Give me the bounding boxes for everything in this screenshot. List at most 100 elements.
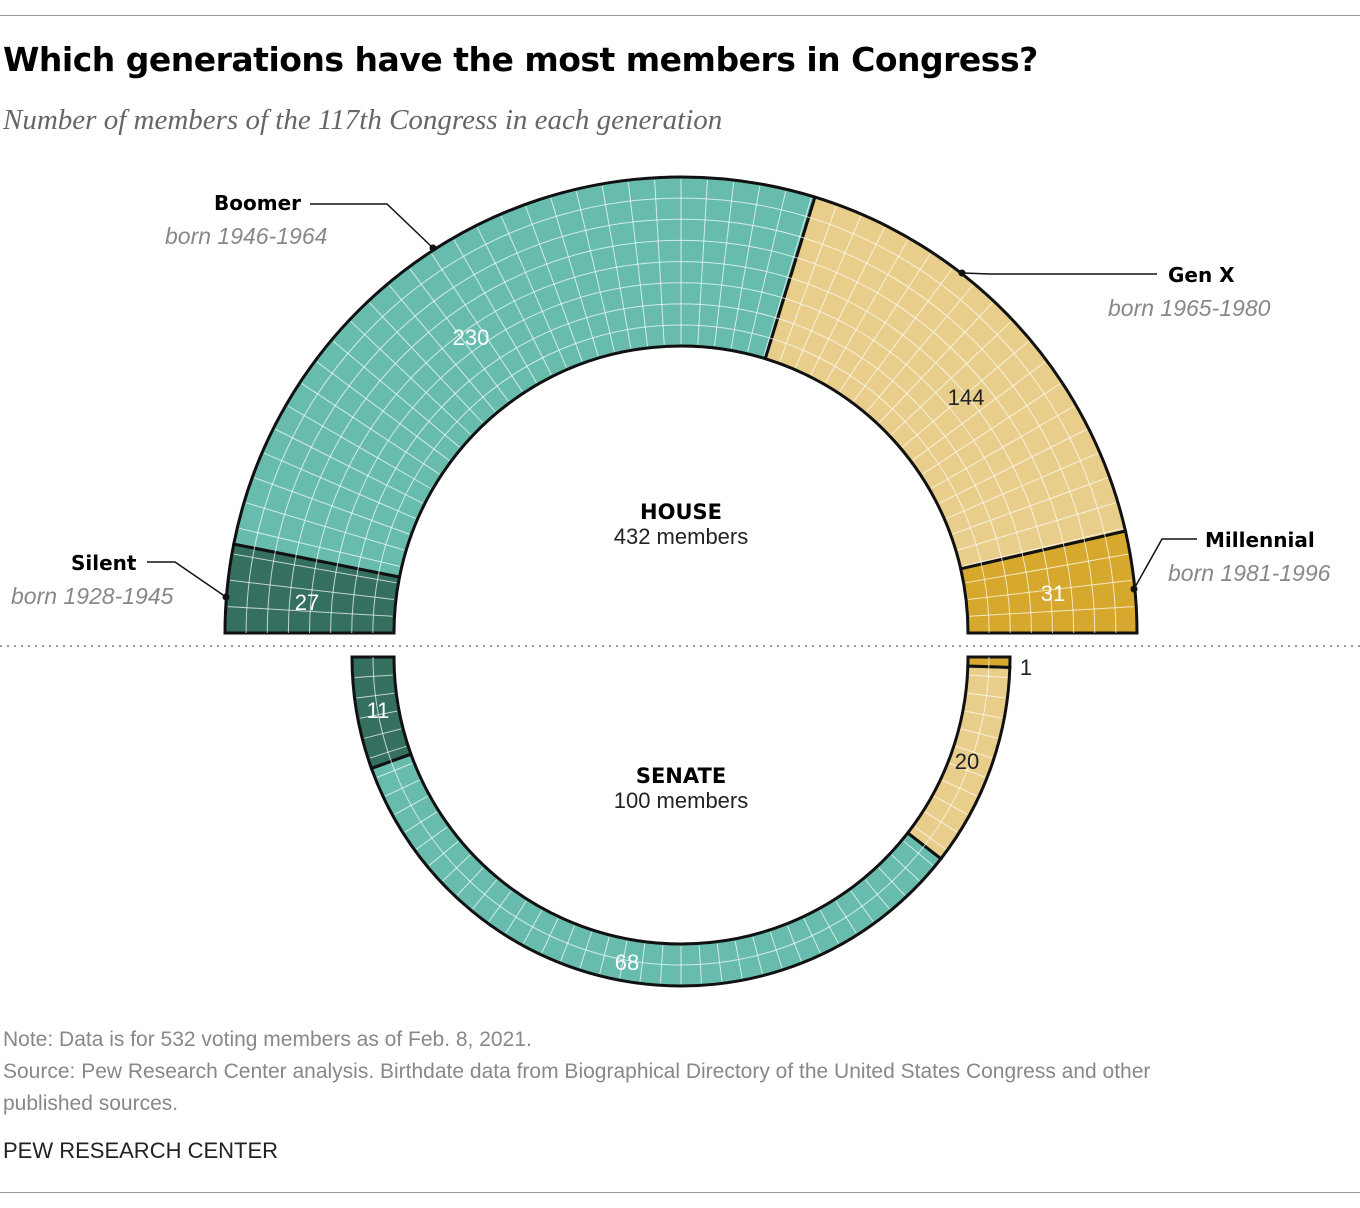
grid-spoke [523, 910, 543, 944]
grid-spoke [962, 527, 1123, 567]
grid-spoke [560, 925, 576, 962]
grid-spoke [601, 185, 632, 349]
source-line-2: published sources. [3, 1092, 179, 1115]
grid-spoke [747, 191, 787, 352]
grid-spoke [541, 918, 559, 954]
grid-spoke [456, 867, 484, 896]
grid-spoke [714, 182, 735, 347]
label-silent: Silent [71, 551, 137, 575]
grid-spoke [825, 239, 909, 383]
senate-title: SENATE [635, 764, 727, 788]
grid-spoke [969, 674, 1008, 679]
value-label-house-3: 31 [1041, 581, 1065, 606]
label-genx: Gen X [1168, 263, 1235, 287]
leader-boomer-dot [429, 244, 437, 252]
leader-millennial-dot [1130, 585, 1138, 593]
value-label-senate-3: 1 [1020, 655, 1032, 680]
grid-spoke [786, 925, 802, 962]
value-label-senate-1: 68 [615, 950, 639, 975]
grid-spoke [227, 606, 393, 617]
grid-spoke [654, 179, 665, 345]
grid-spoke [922, 383, 1061, 475]
grid-spoke [500, 215, 567, 368]
value-label-house-2: 144 [948, 385, 985, 410]
source-line-1: Source: Pew Research Center analysis. Bi… [3, 1060, 1151, 1083]
leader-millennial [1133, 538, 1197, 590]
born-genx: born 1965-1980 [1108, 295, 1271, 321]
grid-spoke [369, 302, 484, 424]
grid-spoke [505, 900, 527, 934]
value-label-senate-2: 20 [955, 749, 979, 774]
grid-spoke [263, 452, 416, 519]
grid-spoke [275, 428, 423, 504]
grid-spoke [230, 579, 395, 600]
grid-spoke [409, 268, 509, 402]
credit: PEW RESEARCH CENTER [3, 1138, 279, 1163]
bottom-rule [0, 1192, 1360, 1193]
house-total: 432 members [613, 524, 749, 549]
grid-spoke [301, 383, 440, 475]
grid-spoke [902, 340, 1030, 448]
grid-spoke [697, 179, 708, 345]
grid-spoke [924, 811, 958, 833]
grid-spoke [890, 321, 1012, 436]
grid-spoke [525, 206, 583, 362]
grid-spoke [866, 284, 974, 412]
grid-spoke [914, 826, 946, 850]
grid-spoke [967, 579, 1132, 600]
grid-spoke [488, 890, 512, 922]
grid-spoke [698, 945, 703, 984]
grid-spoke [316, 361, 450, 461]
grid-spoke [952, 477, 1108, 535]
grid-spoke [476, 227, 552, 375]
grid-spoke [934, 795, 968, 815]
grid-spoke [949, 762, 986, 778]
grid-spoke [350, 321, 472, 436]
grid-spoke [891, 854, 920, 882]
grid-spoke [354, 674, 393, 679]
grid-spoke [912, 361, 1046, 461]
grid-spoke [627, 182, 648, 347]
label-millennial: Millennial [1205, 528, 1315, 552]
grid-spoke [233, 553, 397, 584]
grid-spoke [287, 405, 431, 489]
grid-spoke [878, 867, 906, 896]
grid-spoke [428, 840, 459, 866]
grid-spoke [803, 918, 821, 954]
grid-spoke [388, 284, 496, 412]
grid-spoke [964, 710, 1003, 719]
value-label-senate-0: 11 [367, 698, 390, 723]
grid-spoke [931, 405, 1075, 489]
leader-genx [961, 272, 1157, 275]
grid-spoke [946, 452, 1099, 519]
grid-spoke [810, 227, 886, 375]
grid-spoke [575, 191, 615, 352]
grid-spoke [550, 197, 599, 357]
value-label-house-0: 27 [295, 590, 319, 615]
grid-spoke [472, 879, 498, 910]
grid-spoke [384, 779, 420, 797]
born-boomer: born 1946-1964 [165, 223, 328, 249]
grid-spoke [659, 945, 664, 984]
top-rule [0, 15, 1360, 16]
grid-spoke [245, 502, 405, 551]
grid-spoke [965, 553, 1129, 584]
leader-silent [147, 561, 227, 598]
grid-spoke [579, 931, 593, 969]
grid-spoke [364, 728, 402, 739]
grid-spoke [332, 340, 460, 448]
grid-spoke [839, 253, 931, 392]
grid-spoke [734, 940, 743, 979]
born-silent: born 1928-1945 [11, 583, 174, 609]
grid-spoke [942, 779, 978, 797]
grid-spoke [878, 302, 993, 424]
grid-spoke [431, 253, 523, 392]
grid-spoke [960, 728, 998, 739]
house-center-label: HOUSE 432 members [531, 500, 831, 550]
grid-spoke [442, 854, 471, 882]
grid-spoke [795, 215, 862, 368]
grid-spoke [716, 943, 723, 982]
grid-spoke [453, 239, 537, 383]
grid-spoke [369, 745, 407, 759]
